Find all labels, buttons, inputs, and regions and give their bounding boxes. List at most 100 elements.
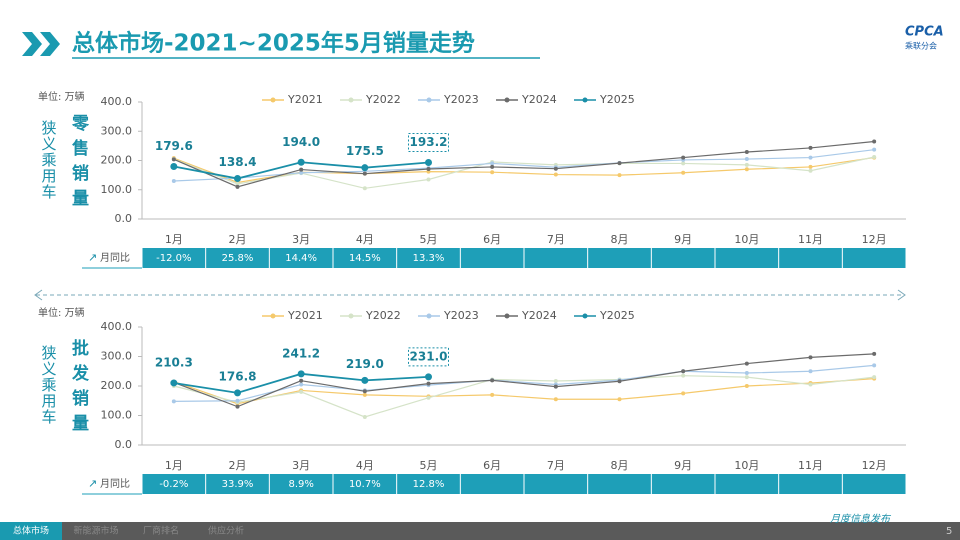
value-label: 194.0 [282,135,320,149]
y-tick-label: 100.0 [101,183,133,196]
series-point [426,381,431,386]
x-tick-label: 2月 [229,233,247,246]
series-point [808,168,813,173]
series-point [490,378,495,383]
series-point [170,162,178,170]
y-tick-label: 200.0 [101,154,133,167]
y-tick-label: 400.0 [101,320,133,333]
row-cell [269,474,333,494]
series-point [681,155,686,160]
series-point [297,370,305,378]
row-cell [206,474,269,494]
y-tick-label: 300.0 [101,350,133,363]
x-tick-label: 1月 [165,459,183,472]
footer-tab: 厂商排名 [143,525,179,537]
metric-label: 零售销量 [68,114,90,214]
legend-dot [504,97,510,103]
legend-dot [270,97,276,103]
series-point [553,378,558,383]
y-tick-label: 0.0 [115,212,133,225]
series-point [299,167,304,172]
row-label: 月同比 [100,478,130,490]
series-point [170,379,178,387]
legend-label: Y2022 [365,309,401,322]
series-point [744,371,749,376]
footer-tab: 总体市场 [13,525,49,537]
row-cell [142,474,206,494]
series-point [362,392,367,397]
series-point [808,145,813,150]
legend-label: Y2023 [443,309,479,322]
x-tick-label: 8月 [611,459,629,472]
series-point [681,369,686,374]
row-cell [588,248,651,268]
series-point [299,389,304,394]
series-point [872,363,877,368]
row-cell [588,474,651,494]
row-icon: ↗ [88,477,97,490]
row-cell [779,474,842,494]
legend-label: Y2025 [599,93,635,106]
row-cell [333,248,397,268]
legend-label: Y2023 [443,93,479,106]
series-point [744,361,749,366]
x-tick-label: 4月 [356,233,374,246]
row-cell [206,248,269,268]
page-number: 5 [946,526,952,537]
row-value: -12.0% [156,253,191,264]
series-point [426,166,431,171]
divider [34,289,906,301]
series-line [173,140,875,188]
series-point [808,369,813,374]
series-point [490,161,495,166]
series-point [553,172,558,177]
series-point [426,395,431,400]
series-point [744,157,749,162]
row-cell [842,474,906,494]
series-point [425,158,432,166]
series-point [362,186,367,191]
row-cell [715,474,779,494]
x-tick-label: 1月 [165,233,183,246]
y-tick-label: 300.0 [101,124,133,137]
series-point [872,147,877,152]
value-label: 193.2 [410,135,448,149]
value-label: 241.2 [282,346,320,360]
series-point [553,166,558,171]
logo: CPCA [905,25,944,40]
legend-label: Y2024 [521,309,557,322]
row-value: 14.4% [285,253,317,264]
row-cell [460,248,524,268]
series-point [744,384,749,388]
row-cell [524,248,588,268]
series-point [299,170,304,175]
series-point [744,167,749,172]
series-point [299,382,304,387]
legend-dot [348,313,354,319]
value-label: 176.8 [219,369,257,383]
legend-label: Y2021 [287,309,323,322]
series-point [617,161,622,166]
row-value: 12.8% [413,479,445,490]
legend-dot [270,313,276,319]
side-label: 狭义乘用车 [40,120,58,200]
row-value: 14.5% [349,253,381,264]
legend-label: Y2025 [599,309,635,322]
side-label: 狭义乘用车 [40,345,58,425]
series-point [808,355,813,360]
x-tick-label: 11月 [798,233,823,246]
value-label: 210.3 [155,355,193,369]
series-point [681,170,686,175]
x-tick-label: 6月 [483,233,501,246]
series-point [362,389,367,394]
series-point [681,391,686,396]
footer-bar [0,522,960,540]
series-point [234,389,241,397]
series-point [426,177,431,182]
legend-dot [348,97,354,103]
x-tick-label: 10月 [734,233,759,246]
row-cell [842,248,906,268]
row-value: -0.2% [159,479,188,490]
legend-label: Y2021 [287,93,323,106]
series-point [299,378,304,383]
